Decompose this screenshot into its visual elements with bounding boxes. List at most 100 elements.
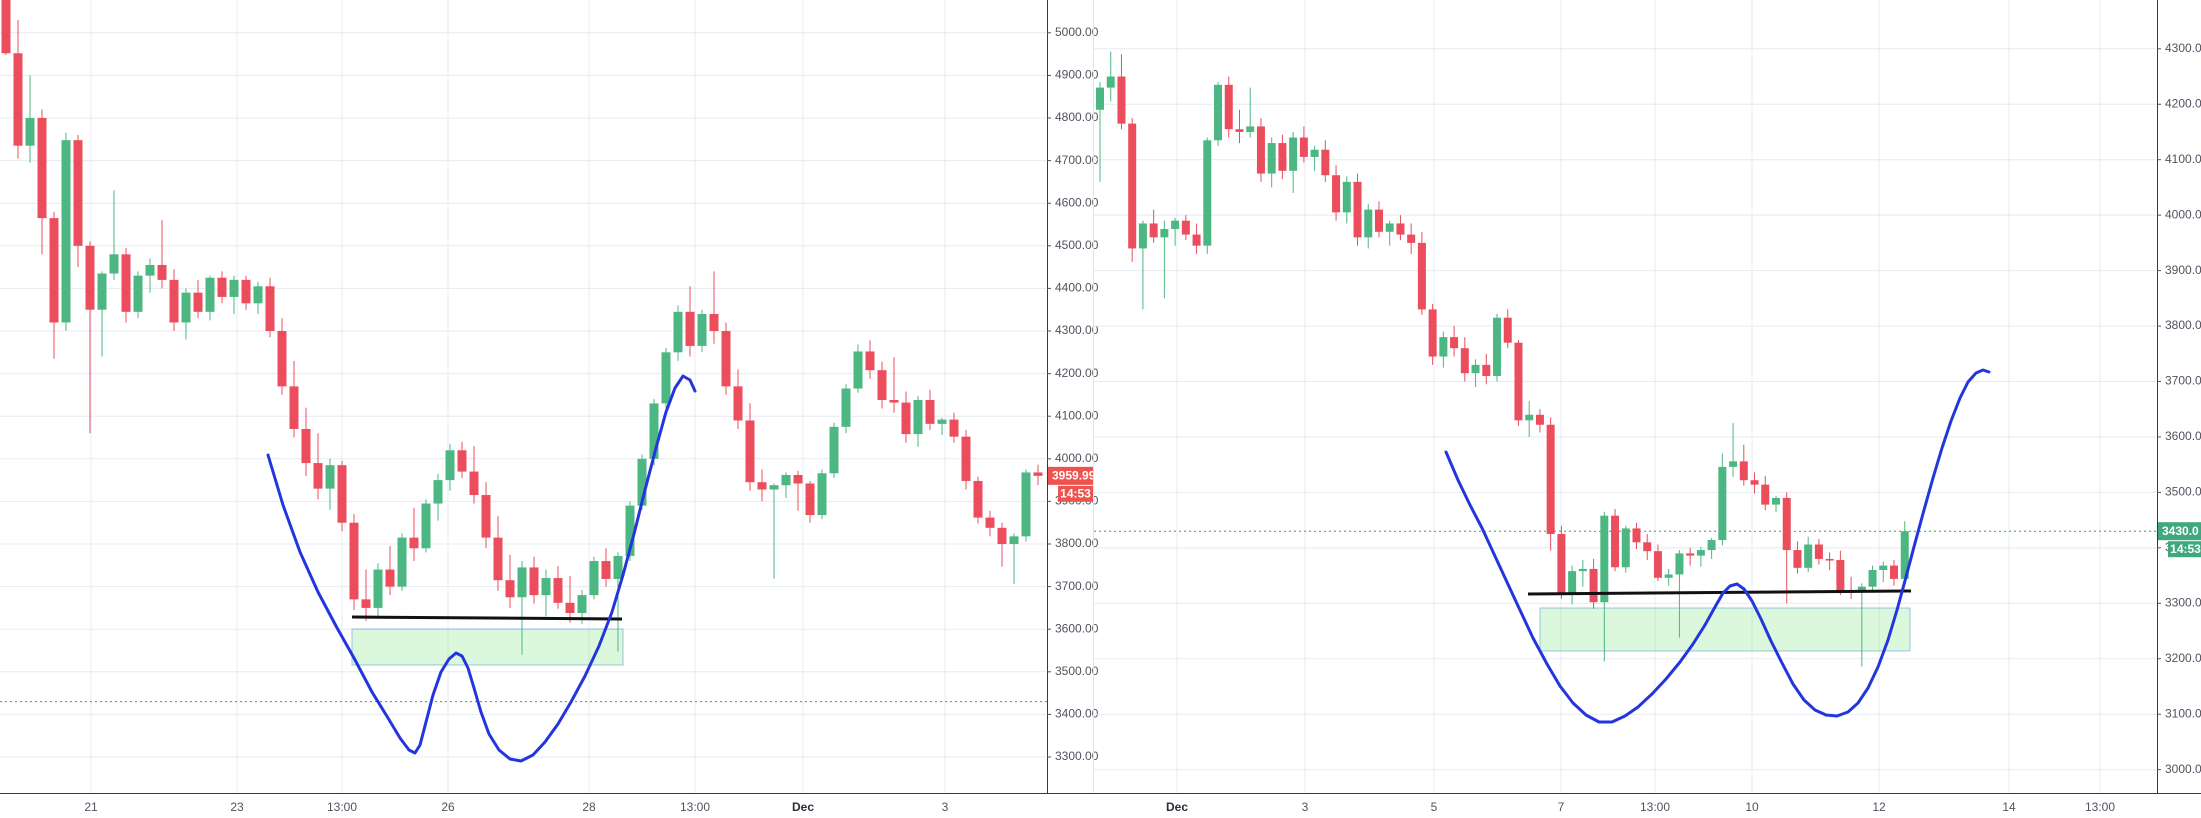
right-chart: 4300.0 4200.0 4100.0 4000.0 3900.0 3800.0 3700… [1094,0,2201,818]
time-axis[interactable] [1094,794,2201,818]
price-label: 3300.0 [2165,595,2201,609]
price-label: 4000.00 [1055,451,1099,465]
candle [1009,536,1019,545]
candle [25,118,35,146]
candle [1857,586,1866,593]
price-scale[interactable] [1048,0,1096,793]
candle [877,370,887,401]
candle [517,567,527,598]
candle [1890,565,1899,579]
candle [673,311,683,353]
candle [709,313,719,332]
candle [613,555,623,579]
candle [949,419,959,437]
w-pattern-curve[interactable] [266,374,697,763]
candle [1235,129,1244,132]
candle [1117,76,1126,124]
candle [589,561,599,596]
candle [769,485,779,490]
candle [1643,542,1652,552]
candle [1535,414,1544,425]
price-label: 3600.00 [1055,621,1099,635]
price-label: 3300.00 [1055,749,1099,763]
price-label: 4700.00 [1055,153,1099,167]
candle [433,480,443,504]
candle [1696,550,1705,556]
time-label: 10 [1745,800,1759,814]
candle [721,331,731,387]
price-scale[interactable] [2158,0,2201,793]
candle [901,402,911,435]
candle [997,527,1007,545]
price-label: 3000.0 [2165,762,2201,776]
candle [1171,220,1180,230]
candle [733,386,743,421]
candles-series [1,0,1043,655]
countdown-badge [2168,541,2201,558]
candle [805,483,815,516]
neckline-trendline[interactable] [1527,589,1912,596]
candle [505,580,515,598]
last-price-badge[interactable] [1048,466,1093,485]
candle [229,279,239,297]
w-pattern-curve[interactable] [1444,368,1991,724]
candle [1385,223,1394,232]
candle [625,505,635,556]
price-label: 4200.0 [2165,96,2201,110]
candle [1825,558,1834,561]
candle [1750,480,1759,485]
candle [1033,472,1043,476]
candle [409,537,419,549]
countdown-badge-label: 14:53 [1060,487,1091,501]
time-axis[interactable] [0,794,1095,818]
candle [97,273,107,310]
candle [1214,84,1223,141]
price-label: 4300.00 [1055,323,1099,337]
support-zone-rectangle[interactable] [1539,607,1911,652]
candle [1653,551,1662,578]
candle [781,474,791,486]
candle [1364,209,1373,238]
time-label: 13:00 [327,800,357,814]
candle [349,522,359,600]
left-chart: 5000.00 4900.00 4800.00 4700.00 4600.00 4500.… [0,0,1099,818]
candle [1503,317,1512,343]
candle [1514,342,1523,421]
candle [1568,571,1577,594]
candle [529,567,539,596]
candle [649,403,659,459]
candle [685,311,695,346]
price-label: 3400.00 [1055,707,1099,721]
candle [1632,528,1641,543]
price-label: 4000.0 [2165,207,2201,221]
candle [37,118,47,219]
time-label: 12 [1872,800,1886,814]
last-price-badge[interactable] [2158,522,2201,541]
candle [1621,528,1630,568]
price-label: 5000.00 [1055,25,1099,39]
candle [1342,181,1351,213]
candle [1868,570,1877,587]
price-label: 3500.00 [1055,664,1099,678]
candle [541,578,551,596]
candle [1374,209,1383,232]
price-label: 4800.00 [1055,110,1099,124]
time-label: 13:00 [1640,800,1670,814]
support-zone-rectangle[interactable] [351,628,624,666]
candle [85,245,95,310]
candle [313,463,323,489]
candle [889,400,899,403]
candle [241,279,251,304]
candle [661,352,671,404]
candle [1836,560,1845,592]
candle [1192,234,1201,246]
candle [1782,497,1791,551]
candle [181,292,191,323]
candle [841,388,851,427]
candle [1439,337,1448,357]
candle [61,140,71,323]
neckline-trendline[interactable] [351,615,623,621]
countdown-badge [1058,485,1093,502]
candle [973,480,983,518]
